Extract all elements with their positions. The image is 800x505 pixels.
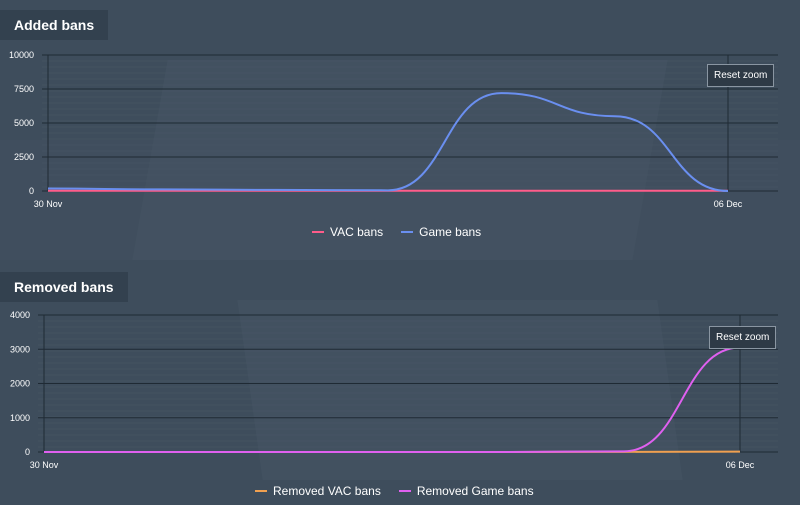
added-bans-chart: Added bans 0 2500 5000 7500 10000 30 Nov 06 De…: [0, 10, 800, 260]
removed-bans-chart: Removed bans 0 1000 2000 3000 4000 30 Nov 06 D…: [0, 272, 800, 505]
legend-item-game-bans[interactable]: Game bans: [401, 225, 481, 239]
legend-label: VAC bans: [330, 225, 384, 239]
chart-title: Added bans: [0, 10, 109, 40]
legend-swatch-removed-vac: [255, 490, 267, 492]
y-tick-label: 4000: [10, 310, 30, 320]
x-tick-label: 06 Dec: [726, 460, 755, 470]
y-tick-label: 2500: [14, 152, 34, 162]
y-tick-label: 0: [29, 186, 34, 196]
removed-bans-plot: 0 1000 2000 3000 4000 30 Nov 06 Dec: [10, 310, 778, 470]
legend-item-removed-game-bans[interactable]: Removed Game bans: [398, 484, 534, 498]
x-tick-label: 30 Nov: [30, 460, 59, 470]
legend-label: Game bans: [419, 225, 482, 239]
added-bans-plot: 0 2500 5000 7500 10000 30 Nov 06 Dec: [9, 50, 778, 209]
reset-zoom-button[interactable]: Reset zoom: [709, 326, 777, 349]
legend-swatch-game: [401, 231, 414, 233]
chart-title: Removed bans: [0, 272, 128, 302]
legend-item-vac-bans[interactable]: VAC bans: [312, 225, 383, 239]
y-tick-label: 0: [25, 447, 30, 457]
legend: VAC bans Game bans: [312, 225, 481, 239]
y-tick-label: 5000: [14, 118, 34, 128]
y-tick-label: 7500: [14, 84, 34, 94]
legend-label: Removed Game bans: [416, 484, 534, 498]
y-tick-label: 10000: [9, 50, 34, 60]
legend-swatch-removed-game: [398, 490, 411, 492]
legend-label: Removed VAC bans: [273, 484, 381, 498]
y-tick-label: 3000: [10, 344, 30, 354]
legend: Removed VAC bans Removed Game bans: [255, 484, 534, 498]
background-shape: [0, 140, 800, 260]
x-tick-label: 30 Nov: [34, 199, 63, 209]
y-tick-label: 1000: [10, 413, 30, 423]
series-line-2: [47, 92, 729, 192]
legend-swatch-vac: [312, 231, 324, 233]
legend-item-removed-vac-bans[interactable]: Removed VAC bans: [255, 484, 381, 498]
reset-zoom-button[interactable]: Reset zoom: [707, 64, 775, 87]
series-line-2: [44, 346, 741, 453]
x-tick-label: 06 Dec: [714, 199, 743, 209]
y-tick-label: 2000: [10, 379, 30, 389]
